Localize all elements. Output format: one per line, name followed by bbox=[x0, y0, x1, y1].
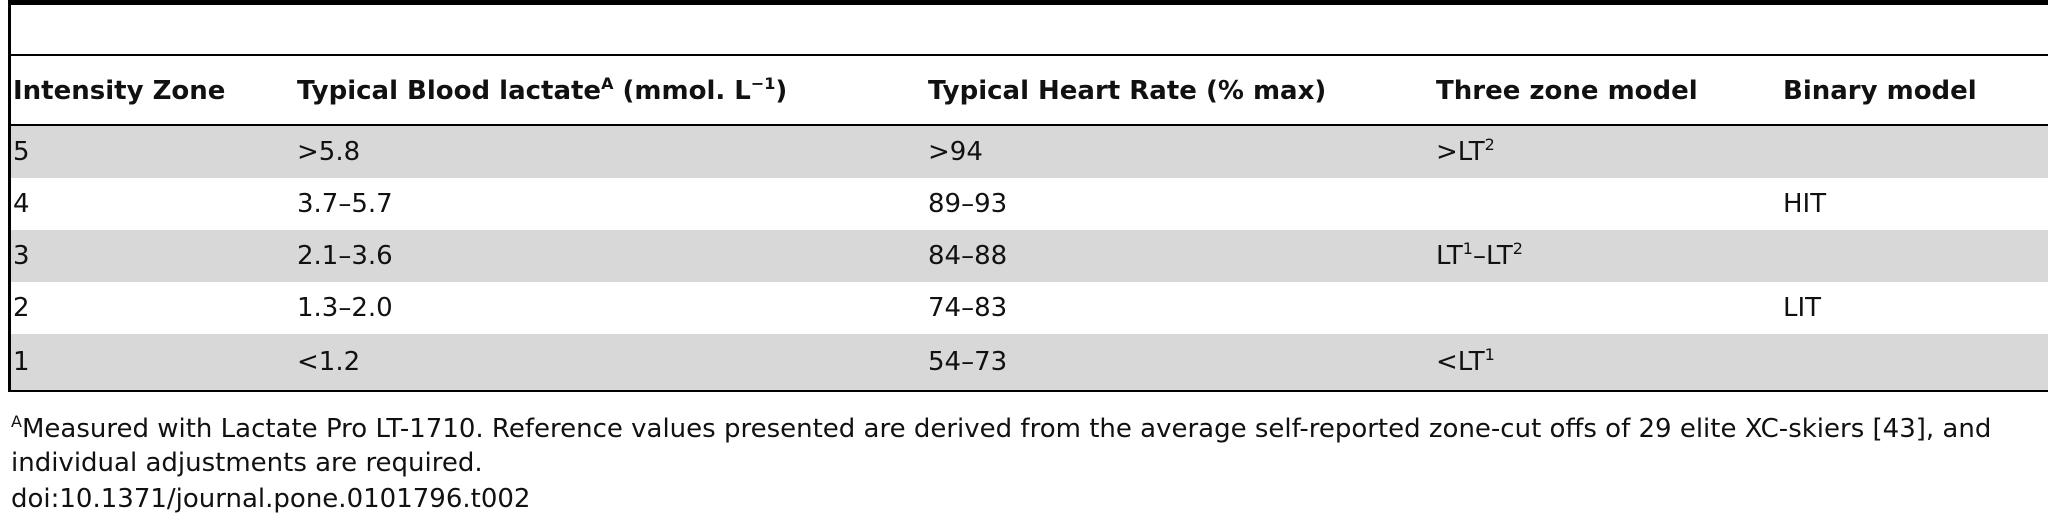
cell-heart-rate: >94 bbox=[928, 137, 983, 167]
cell-binary: LIT bbox=[1783, 293, 1822, 323]
cell-three-zone: <LT1 bbox=[1436, 345, 1495, 378]
doi-reference: doi:10.1371/journal.pone.0101796.t002 bbox=[11, 484, 531, 514]
header-heart-rate: Typical Heart Rate (% max) bbox=[928, 76, 1327, 106]
cell-three-zone: >LT2 bbox=[1436, 135, 1495, 168]
table-bottom-rule bbox=[11, 390, 2048, 392]
cell-zone: 2 bbox=[13, 293, 30, 323]
table-row: 4 3.7–5.7 89–93 HIT bbox=[11, 178, 2048, 230]
cell-zone: 3 bbox=[13, 241, 30, 271]
header-bottom-rule bbox=[11, 124, 2048, 126]
cell-heart-rate: 54–73 bbox=[928, 347, 1008, 377]
header-binary-model: Binary model bbox=[1783, 76, 1977, 106]
cell-lactate: 3.7–5.7 bbox=[297, 189, 393, 219]
cell-binary: HIT bbox=[1783, 189, 1827, 219]
table-row: 1 <1.2 54–73 <LT1 bbox=[11, 334, 2048, 390]
cell-zone: 1 bbox=[13, 347, 30, 377]
top-border bbox=[8, 0, 2048, 5]
cell-lactate: >5.8 bbox=[297, 137, 361, 167]
cell-heart-rate: 89–93 bbox=[928, 189, 1008, 219]
left-border bbox=[8, 0, 11, 392]
header-blood-lactate: Typical Blood lactateA (mmol. L−1) bbox=[297, 74, 788, 107]
cell-zone: 4 bbox=[13, 189, 30, 219]
footnote-marker: A bbox=[11, 412, 22, 431]
footnote-text: Measured with Lactate Pro LT-1710. Refer… bbox=[11, 414, 1992, 478]
cell-lactate: 2.1–3.6 bbox=[297, 241, 393, 271]
table-row: 2 1.3–2.0 74–83 LIT bbox=[11, 282, 2048, 334]
cell-lactate: <1.2 bbox=[297, 347, 361, 377]
cell-zone: 5 bbox=[13, 137, 30, 167]
header-intensity-zone: Intensity Zone bbox=[13, 76, 226, 106]
cell-lactate: 1.3–2.0 bbox=[297, 293, 393, 323]
header-three-zone-model: Three zone model bbox=[1436, 76, 1698, 106]
table-row: 5 >5.8 >94 >LT2 bbox=[11, 126, 2048, 178]
header-top-rule bbox=[11, 54, 2048, 56]
cell-heart-rate: 74–83 bbox=[928, 293, 1008, 323]
footnote: AMeasured with Lactate Pro LT-1710. Refe… bbox=[11, 412, 2041, 480]
cell-heart-rate: 84–88 bbox=[928, 241, 1008, 271]
table-row: 3 2.1–3.6 84–88 LT1–LT2 bbox=[11, 230, 2048, 282]
cell-three-zone: LT1–LT2 bbox=[1436, 239, 1523, 272]
